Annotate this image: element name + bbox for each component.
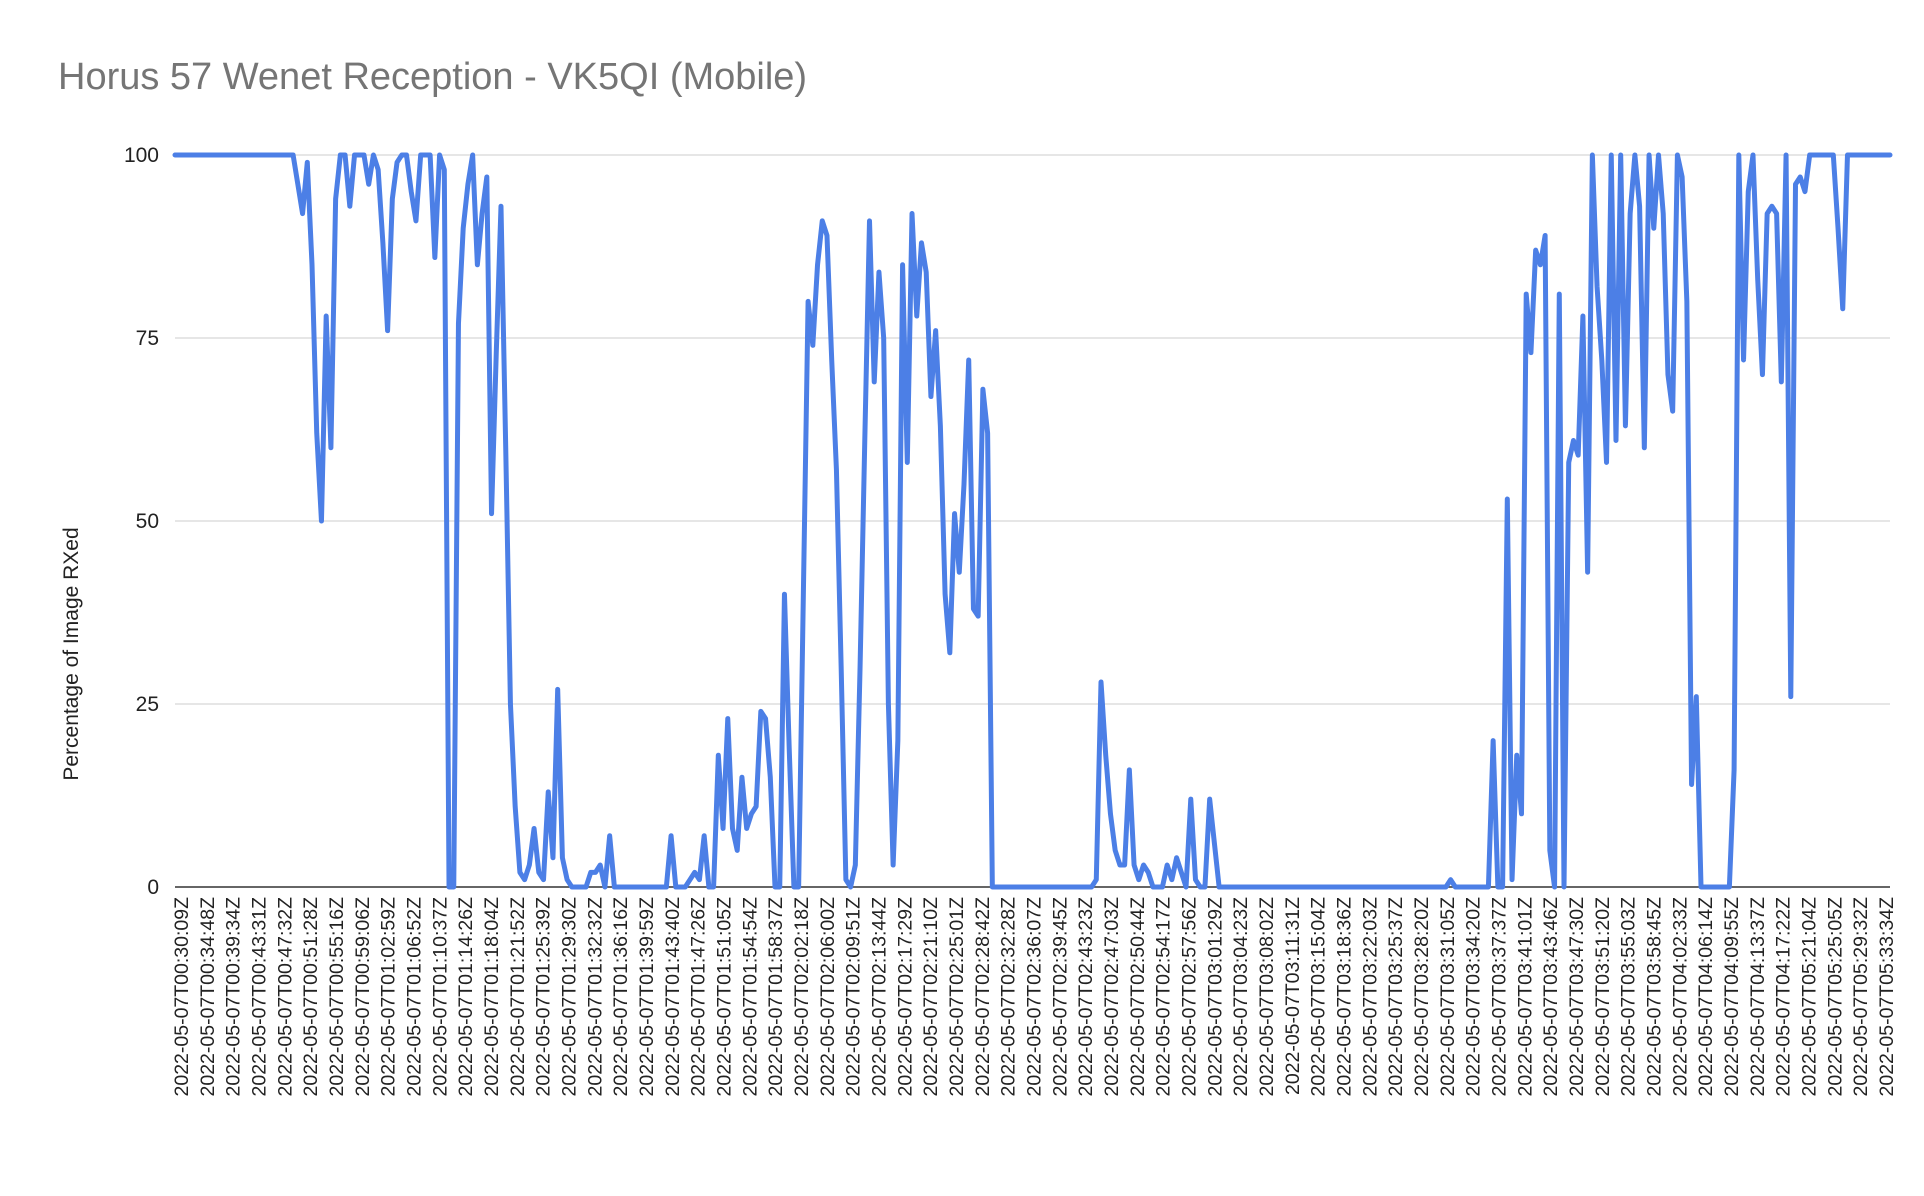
x-tick-label: 2022-05-07T01:36:16Z <box>610 897 632 1097</box>
x-tick-label: 2022-05-07T02:06:00Z <box>817 897 839 1097</box>
x-tick-label: 2022-05-07T03:08:02Z <box>1256 897 1278 1097</box>
x-tick-label: 2022-05-07T03:55:03Z <box>1618 897 1640 1097</box>
x-tick-label: 2022-05-07T02:57:56Z <box>1179 897 1201 1097</box>
x-tick-label: 2022-05-07T02:09:51Z <box>843 897 865 1097</box>
x-tick-label: 2022-05-07T03:11:31Z <box>1282 897 1304 1095</box>
x-tick-label: 2022-05-07T04:06:14Z <box>1695 897 1717 1097</box>
x-tick-label: 2022-05-07T04:02:33Z <box>1669 897 1691 1097</box>
x-tick-label: 2022-05-07T04:17:22Z <box>1773 897 1795 1097</box>
x-tick-label: 2022-05-07T03:15:04Z <box>1308 897 1330 1097</box>
x-tick-label: 2022-05-07T01:25:39Z <box>533 897 555 1097</box>
x-tick-label: 2022-05-07T02:39:45Z <box>1049 897 1071 1097</box>
x-tick-label: 2022-05-07T01:02:59Z <box>378 897 400 1097</box>
x-tick-label: 2022-05-07T03:43:46Z <box>1540 897 1562 1097</box>
x-tick-label: 2022-05-07T03:37:37Z <box>1489 897 1511 1097</box>
y-tick-label: 75 <box>136 327 159 350</box>
x-tick-label: 2022-05-07T02:47:03Z <box>1101 897 1123 1097</box>
series-line <box>172 152 1893 890</box>
x-tick-label: 2022-05-07T02:02:18Z <box>791 897 813 1097</box>
x-tick-label: 2022-05-07T00:43:31Z <box>249 897 271 1097</box>
x-tick-label: 2022-05-07T01:39:59Z <box>636 897 658 1097</box>
x-tick-label: 2022-05-07T01:10:37Z <box>429 897 451 1097</box>
x-tick-label: 2022-05-07T05:25:05Z <box>1824 897 1846 1097</box>
x-tick-label: 2022-05-07T00:51:28Z <box>300 897 322 1097</box>
series-points <box>174 154 1891 888</box>
x-tick-label: 2022-05-07T00:55:16Z <box>326 897 348 1097</box>
y-tick-label: 100 <box>124 144 159 167</box>
x-tick-label: 2022-05-07T01:21:52Z <box>507 897 529 1097</box>
x-tick-label: 2022-05-07T02:32:28Z <box>998 897 1020 1097</box>
x-tick-label: 2022-05-07T03:25:37Z <box>1385 897 1407 1097</box>
gridlines <box>175 154 1890 888</box>
x-tick-label: 2022-05-07T01:47:26Z <box>688 897 710 1097</box>
x-tick-label: 2022-05-07T01:54:54Z <box>739 897 761 1097</box>
y-tick-label: 50 <box>136 510 159 533</box>
chart-title: Horus 57 Wenet Reception - VK5QI (Mobile… <box>58 56 808 98</box>
x-tick-label: 2022-05-07T01:58:37Z <box>765 897 787 1097</box>
x-tick-label: 2022-05-07T03:22:03Z <box>1359 897 1381 1097</box>
x-tick-label: 2022-05-07T04:13:37Z <box>1747 897 1769 1097</box>
x-tick-label: 2022-05-07T01:18:04Z <box>481 897 503 1097</box>
x-tick-label: 2022-05-07T05:21:04Z <box>1799 897 1821 1097</box>
x-tick-label: 2022-05-07T03:47:30Z <box>1566 897 1588 1097</box>
x-tick-label: 2022-05-07T02:36:07Z <box>1024 897 1046 1097</box>
series-layer <box>172 152 1893 890</box>
x-tick-label: 2022-05-07T03:18:36Z <box>1334 897 1356 1097</box>
y-tick-label: 0 <box>147 876 159 899</box>
x-tick-label: 2022-05-07T01:51:05Z <box>714 897 736 1097</box>
x-tick-label: 2022-05-07T01:43:40Z <box>662 897 684 1097</box>
x-tick-label: 2022-05-07T04:09:55Z <box>1721 897 1743 1097</box>
x-tick-label: 2022-05-07T00:59:06Z <box>352 897 374 1097</box>
x-tick-label: 2022-05-07T03:01:29Z <box>1204 897 1226 1097</box>
x-tick-label: 2022-05-07T02:25:01Z <box>946 897 968 1097</box>
x-axis-ticks: 2022-05-07T00:30:09Z 2022-05-07T00:34:48Z… <box>171 897 1898 1097</box>
x-tick-label: 2022-05-07T02:54:17Z <box>1153 897 1175 1097</box>
x-tick-label: 2022-05-07T03:34:20Z <box>1463 897 1485 1097</box>
x-tick-label: 2022-05-07T01:06:52Z <box>404 897 426 1097</box>
x-tick-label: 2022-05-07T02:17:29Z <box>894 897 916 1097</box>
y-axis-ticks: 0 25 50 75 100 <box>124 144 159 899</box>
x-tick-label: 2022-05-07T01:32:32Z <box>584 897 606 1097</box>
x-tick-label: 2022-05-07T03:04:23Z <box>1230 897 1252 1097</box>
x-tick-label: 2022-05-07T03:41:01Z <box>1514 897 1536 1097</box>
x-tick-label: 2022-05-07T03:28:20Z <box>1411 897 1433 1097</box>
x-tick-label: 2022-05-07T01:29:30Z <box>559 897 581 1097</box>
x-tick-label: 2022-05-07T02:13:44Z <box>869 897 891 1097</box>
x-tick-label: 2022-05-07T02:21:10Z <box>920 897 942 1097</box>
x-tick-label: 2022-05-07T00:30:09Z <box>171 897 193 1097</box>
x-tick-label: 2022-05-07T00:34:48Z <box>197 897 219 1097</box>
x-tick-label: 2022-05-07T03:31:05Z <box>1437 897 1459 1097</box>
y-tick-label: 25 <box>136 693 159 716</box>
y-axis-title: Percentage of Image RXed <box>60 527 83 780</box>
x-tick-label: 2022-05-07T02:28:42Z <box>972 897 994 1097</box>
x-tick-label: 2022-05-07T02:43:23Z <box>1075 897 1097 1097</box>
x-tick-label: 2022-05-07T00:47:32Z <box>274 897 296 1097</box>
x-tick-label: 2022-05-07T03:58:45Z <box>1644 897 1666 1097</box>
x-tick-label: 2022-05-07T05:33:34Z <box>1876 897 1898 1097</box>
x-tick-label: 2022-05-07T00:39:34Z <box>223 897 245 1097</box>
x-tick-label: 2022-05-07T05:29:32Z <box>1850 897 1872 1097</box>
x-tick-label: 2022-05-07T02:50:44Z <box>1127 897 1149 1097</box>
x-tick-label: 2022-05-07T03:51:20Z <box>1592 897 1614 1097</box>
x-tick-label: 2022-05-07T01:14:26Z <box>455 897 477 1097</box>
